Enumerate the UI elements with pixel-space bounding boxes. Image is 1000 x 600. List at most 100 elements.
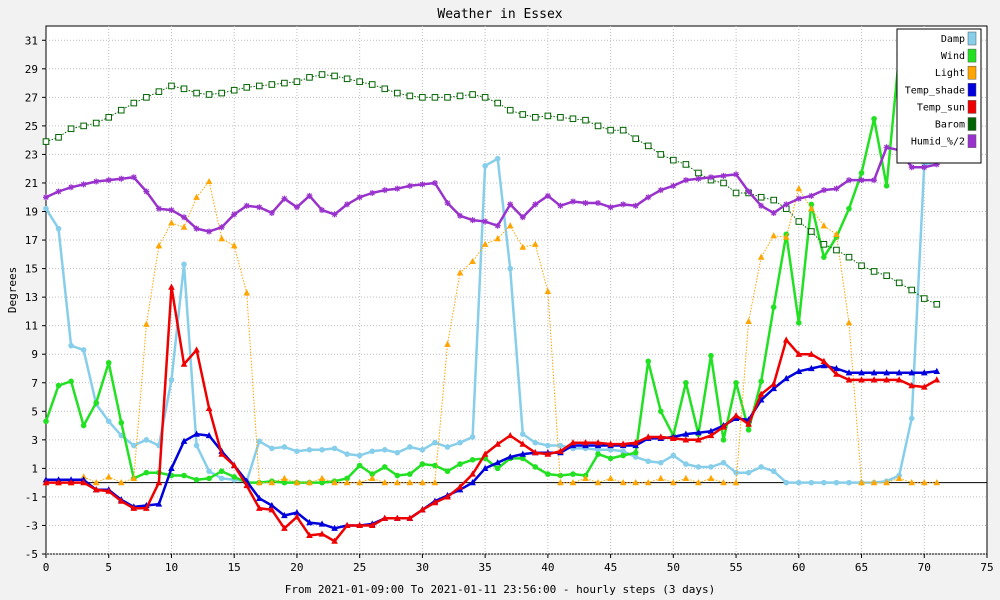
data-point-humid-2 bbox=[118, 175, 125, 182]
data-point-damp bbox=[708, 464, 714, 470]
y-tick-label: 9 bbox=[31, 348, 38, 361]
data-point-humid-2 bbox=[532, 201, 539, 208]
x-tick-label: 60 bbox=[792, 561, 805, 574]
y-tick-label: 25 bbox=[25, 120, 38, 133]
data-point-barom bbox=[770, 196, 778, 204]
data-point-wind bbox=[118, 419, 125, 426]
data-point-damp bbox=[306, 447, 313, 453]
data-point-temp-sun bbox=[782, 336, 790, 343]
data-point-barom bbox=[582, 116, 589, 124]
data-point-light bbox=[782, 233, 790, 240]
data-point-humid-2 bbox=[168, 207, 175, 214]
x-tick-label: 45 bbox=[604, 561, 617, 574]
data-point-temp-shade bbox=[205, 431, 213, 439]
data-point-wind bbox=[93, 399, 99, 406]
data-point-barom bbox=[670, 156, 677, 164]
data-point-humid-2 bbox=[457, 212, 464, 219]
data-point-temp-sun bbox=[920, 383, 928, 390]
data-point-barom bbox=[419, 94, 426, 101]
x-tick-label: 10 bbox=[165, 561, 178, 574]
data-point-wind bbox=[344, 475, 350, 482]
data-point-barom bbox=[293, 78, 301, 85]
data-point-barom bbox=[80, 122, 87, 130]
x-tick-label: 35 bbox=[479, 561, 492, 574]
data-point-humid-2 bbox=[369, 189, 376, 196]
data-point-temp-sun bbox=[193, 346, 200, 353]
data-point-damp bbox=[745, 469, 752, 476]
y-tick-label: 17 bbox=[25, 234, 38, 247]
data-point-light bbox=[343, 479, 351, 486]
data-point-humid-2 bbox=[331, 211, 338, 218]
data-point-humid-2 bbox=[858, 177, 865, 184]
data-point-barom bbox=[381, 85, 389, 93]
data-point-temp-shade bbox=[820, 362, 828, 369]
data-point-light bbox=[331, 479, 338, 486]
data-point-light bbox=[757, 253, 765, 260]
data-point-temp-sun bbox=[469, 470, 476, 477]
data-point-humid-2 bbox=[695, 175, 702, 182]
data-point-humid-2 bbox=[68, 184, 75, 191]
data-point-wind bbox=[796, 320, 802, 326]
data-point-barom bbox=[331, 72, 338, 80]
data-point-light bbox=[431, 479, 439, 486]
data-point-damp bbox=[670, 452, 677, 459]
legend-swatch-light bbox=[967, 65, 977, 80]
data-point-humid-2 bbox=[745, 188, 752, 195]
data-point-humid-2 bbox=[444, 199, 451, 206]
x-tick-label: 15 bbox=[228, 561, 241, 574]
data-point-barom bbox=[193, 89, 200, 97]
data-point-temp-sun bbox=[657, 433, 665, 440]
data-point-temp-sun bbox=[670, 434, 677, 442]
data-point-damp bbox=[908, 415, 915, 422]
data-point-humid-2 bbox=[130, 174, 137, 181]
data-point-damp bbox=[281, 444, 288, 450]
data-point-temp-sun bbox=[532, 449, 539, 456]
data-point-temp-shade bbox=[782, 374, 790, 382]
data-point-damp bbox=[846, 479, 852, 486]
data-point-barom bbox=[632, 135, 639, 143]
data-point-light bbox=[193, 193, 200, 200]
data-point-humid-2 bbox=[569, 198, 576, 205]
data-point-temp-shade bbox=[481, 464, 489, 471]
data-point-barom bbox=[532, 114, 539, 121]
data-point-humid-2 bbox=[93, 178, 100, 185]
data-point-wind bbox=[821, 254, 827, 260]
data-point-temp-sun bbox=[42, 479, 50, 486]
data-point-humid-2 bbox=[105, 177, 112, 184]
data-point-light bbox=[180, 223, 188, 230]
data-point-barom bbox=[519, 111, 527, 118]
series-line-light bbox=[46, 181, 937, 484]
data-point-temp-shade bbox=[920, 369, 928, 376]
data-point-damp bbox=[796, 479, 802, 486]
data-point-wind bbox=[43, 418, 49, 425]
data-point-wind bbox=[407, 471, 413, 477]
data-point-light bbox=[933, 479, 941, 486]
data-point-temp-shade bbox=[469, 479, 476, 486]
legend-swatch-temp-sun bbox=[967, 100, 977, 114]
legend-label-damp: Damp bbox=[941, 34, 965, 45]
data-point-light bbox=[381, 479, 389, 486]
data-point-humid-2 bbox=[582, 199, 589, 206]
data-point-wind bbox=[645, 358, 652, 365]
data-point-temp-sun bbox=[644, 433, 652, 440]
data-point-wind bbox=[532, 464, 539, 470]
data-point-light bbox=[895, 474, 903, 481]
data-point-humid-2 bbox=[419, 181, 426, 188]
y-tick-label: 31 bbox=[25, 34, 38, 47]
data-point-damp bbox=[519, 431, 526, 437]
data-point-temp-sun bbox=[594, 439, 602, 446]
y-tick-label: 1 bbox=[31, 462, 38, 475]
data-point-humid-2 bbox=[193, 225, 200, 232]
data-point-temp-sun bbox=[281, 524, 288, 531]
data-point-temp-sun bbox=[255, 504, 263, 511]
tick-labels: 0 5 10 15 20 25 30 35 40 45 50 55 60 65 70 75-5-3-11357… bbox=[25, 34, 994, 574]
data-point-light bbox=[205, 177, 213, 185]
data-point-damp bbox=[444, 444, 451, 450]
data-point-temp-sun bbox=[130, 504, 138, 511]
data-point-wind bbox=[193, 476, 200, 483]
legend-swatch-barom bbox=[967, 117, 977, 131]
data-point-light bbox=[105, 473, 113, 480]
x-tick-label: 40 bbox=[541, 561, 554, 574]
